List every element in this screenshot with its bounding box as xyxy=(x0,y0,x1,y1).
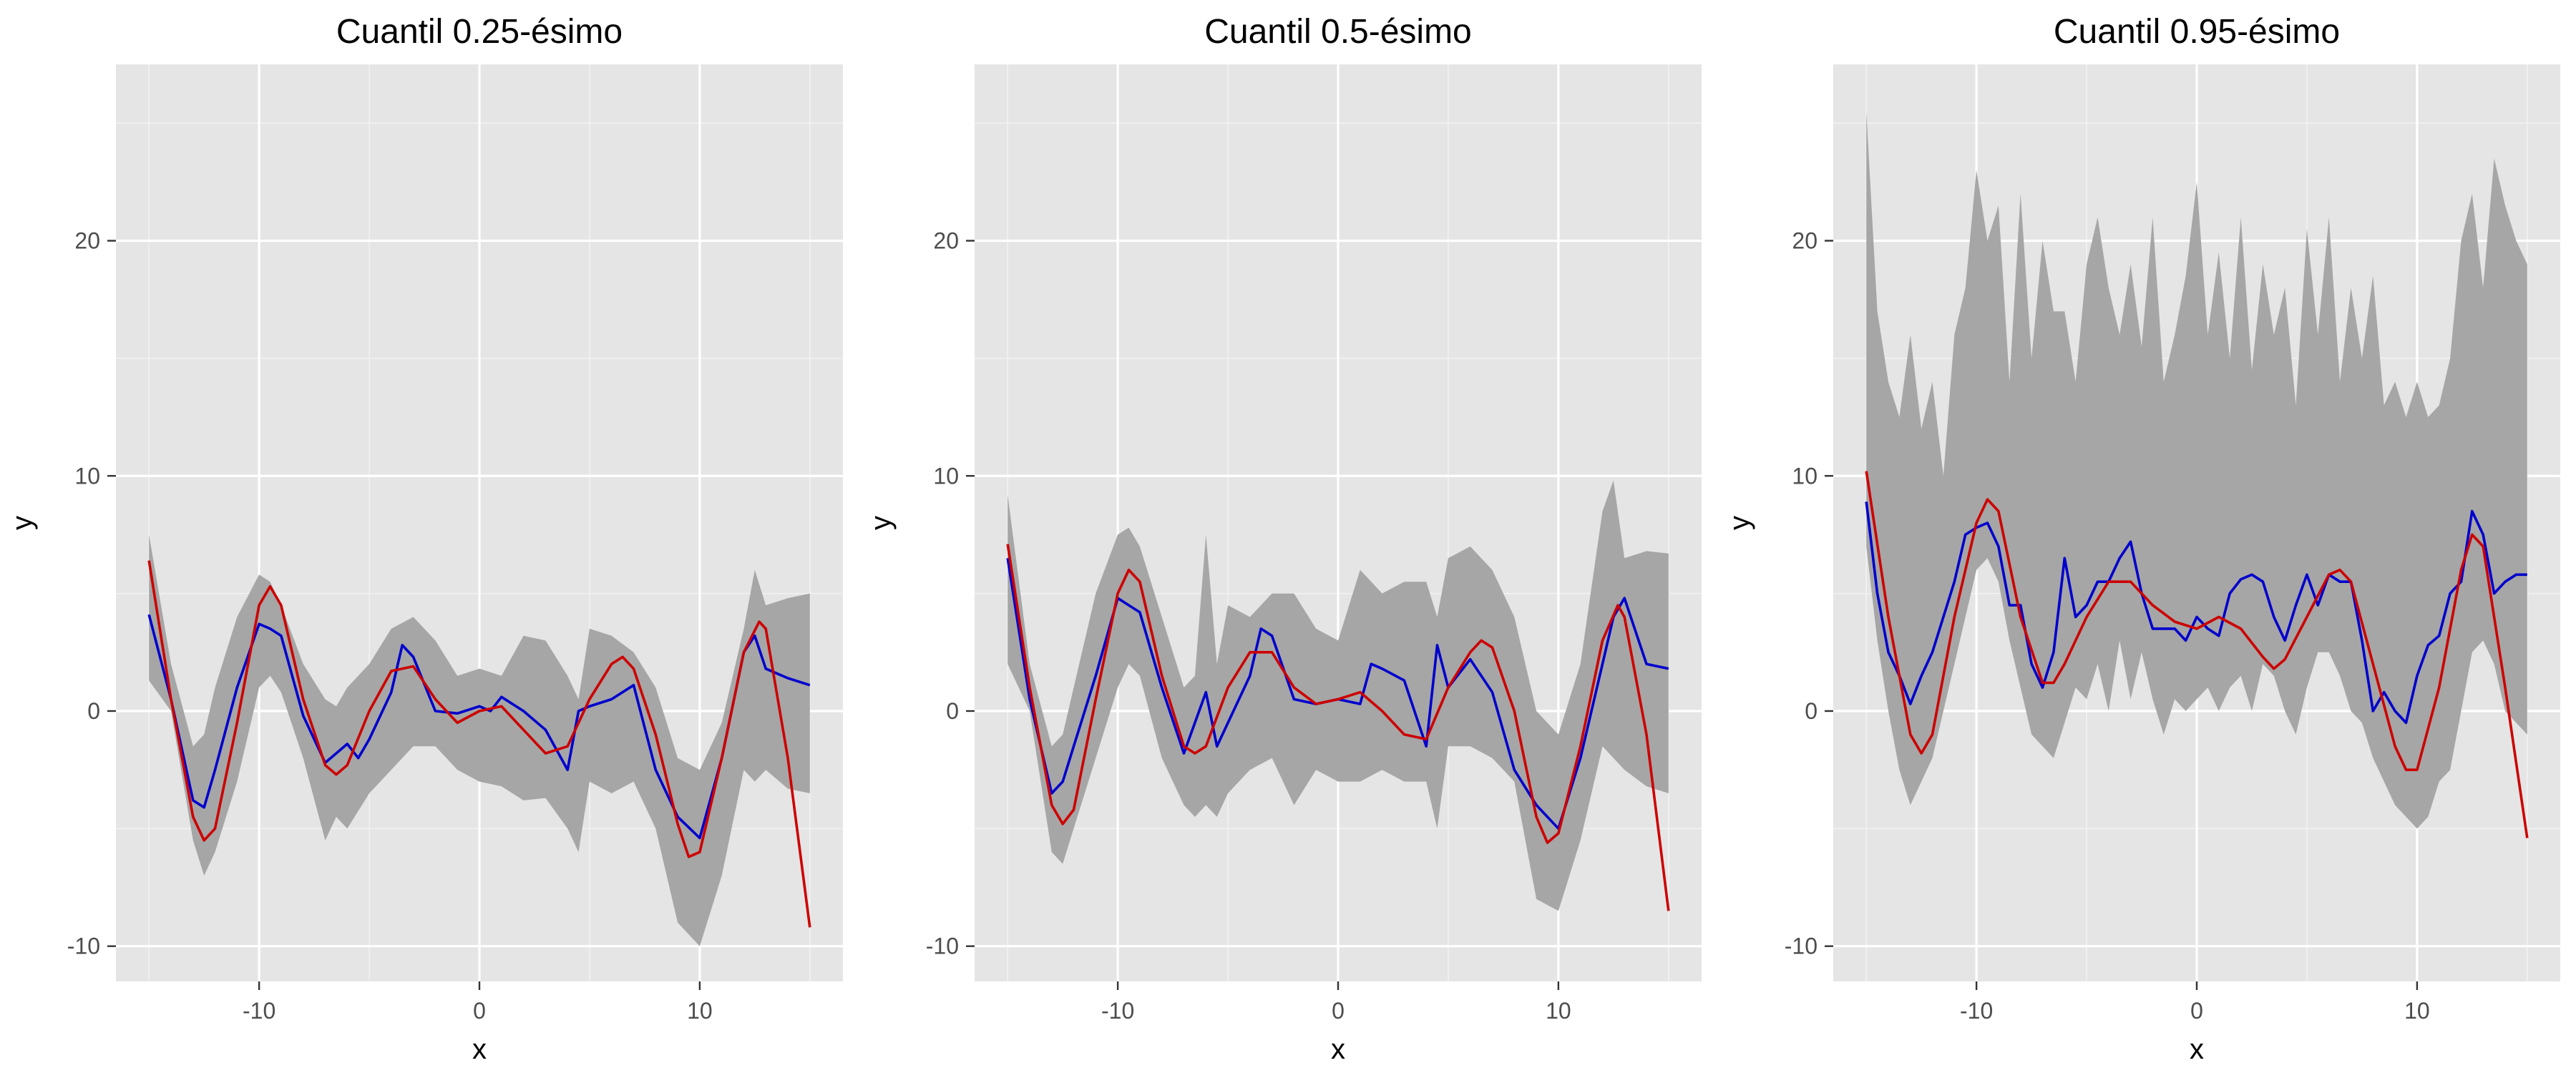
panel-1-ticks: -10 0 10 -10 0 10 20 xyxy=(67,228,713,1024)
x-tick-label: -10 xyxy=(1960,998,1993,1024)
panel-2-y-axis-title: y xyxy=(865,516,897,530)
panel-3-line-layer xyxy=(1865,471,2529,838)
panel-3-x-axis-title: x xyxy=(2190,1034,2204,1065)
panel-2-line-layer xyxy=(1006,544,1670,911)
panel-3: Cuantil 0.95-ésimo -10 0 10 -10 0 10 20 x y xyxy=(1724,13,2560,1065)
panel-1-line-layer xyxy=(147,560,811,928)
true-curve-line xyxy=(1006,544,1670,911)
panel-1-y-axis-title: y xyxy=(6,516,38,530)
panel-1-title: Cuantil 0.25-ésimo xyxy=(336,13,623,51)
x-tick-label: 10 xyxy=(687,998,713,1024)
x-tick-label: -10 xyxy=(243,998,275,1024)
x-tick-label: 10 xyxy=(1546,998,1571,1024)
true-curve-line xyxy=(147,560,811,928)
panel-2-band-layer xyxy=(1008,480,1669,911)
y-tick-label: -10 xyxy=(1785,934,1818,959)
y-tick-label: 20 xyxy=(74,228,100,254)
panel-2-title: Cuantil 0.5-ésimo xyxy=(1204,13,1472,51)
x-tick-label: 0 xyxy=(473,998,486,1024)
panel-1-band-layer xyxy=(149,534,810,946)
panel-1-x-axis-title: x xyxy=(472,1034,487,1065)
y-tick-label: 10 xyxy=(933,463,959,489)
panel-3-ticks: -10 0 10 -10 0 10 20 xyxy=(1785,228,2430,1024)
y-tick-label: 20 xyxy=(933,228,959,254)
confidence-band xyxy=(149,534,810,946)
y-tick-label: 0 xyxy=(1805,698,1818,724)
panel-3-y-axis-title: y xyxy=(1724,516,1755,530)
y-tick-label: -10 xyxy=(67,934,100,959)
x-tick-label: 0 xyxy=(1332,998,1345,1024)
y-tick-label: 0 xyxy=(87,698,100,724)
y-tick-label: 10 xyxy=(1792,463,1818,489)
y-tick-label: 0 xyxy=(946,698,959,724)
y-tick-label: -10 xyxy=(926,934,959,959)
estimated-curve-line xyxy=(147,614,811,840)
x-tick-label: -10 xyxy=(1101,998,1134,1024)
panel-2: Cuantil 0.5-ésimo -10 0 10 -10 0 10 20 x y xyxy=(865,13,1702,1065)
panel-3-title: Cuantil 0.95-ésimo xyxy=(2054,13,2340,51)
panel-2-ticks: -10 0 10 -10 0 10 20 xyxy=(926,228,1571,1024)
confidence-band xyxy=(1008,480,1669,911)
panel-2-x-axis-title: x xyxy=(1331,1034,1345,1065)
x-tick-label: 10 xyxy=(2404,998,2430,1024)
y-tick-label: 10 xyxy=(74,463,100,489)
y-tick-label: 20 xyxy=(1792,228,1818,254)
panel-1: Cuantil 0.25-ésimo -10 0 10 -10 0 10 20 x y xyxy=(6,13,843,1065)
true-curve-line xyxy=(1865,471,2529,838)
x-tick-label: 0 xyxy=(2190,998,2203,1024)
